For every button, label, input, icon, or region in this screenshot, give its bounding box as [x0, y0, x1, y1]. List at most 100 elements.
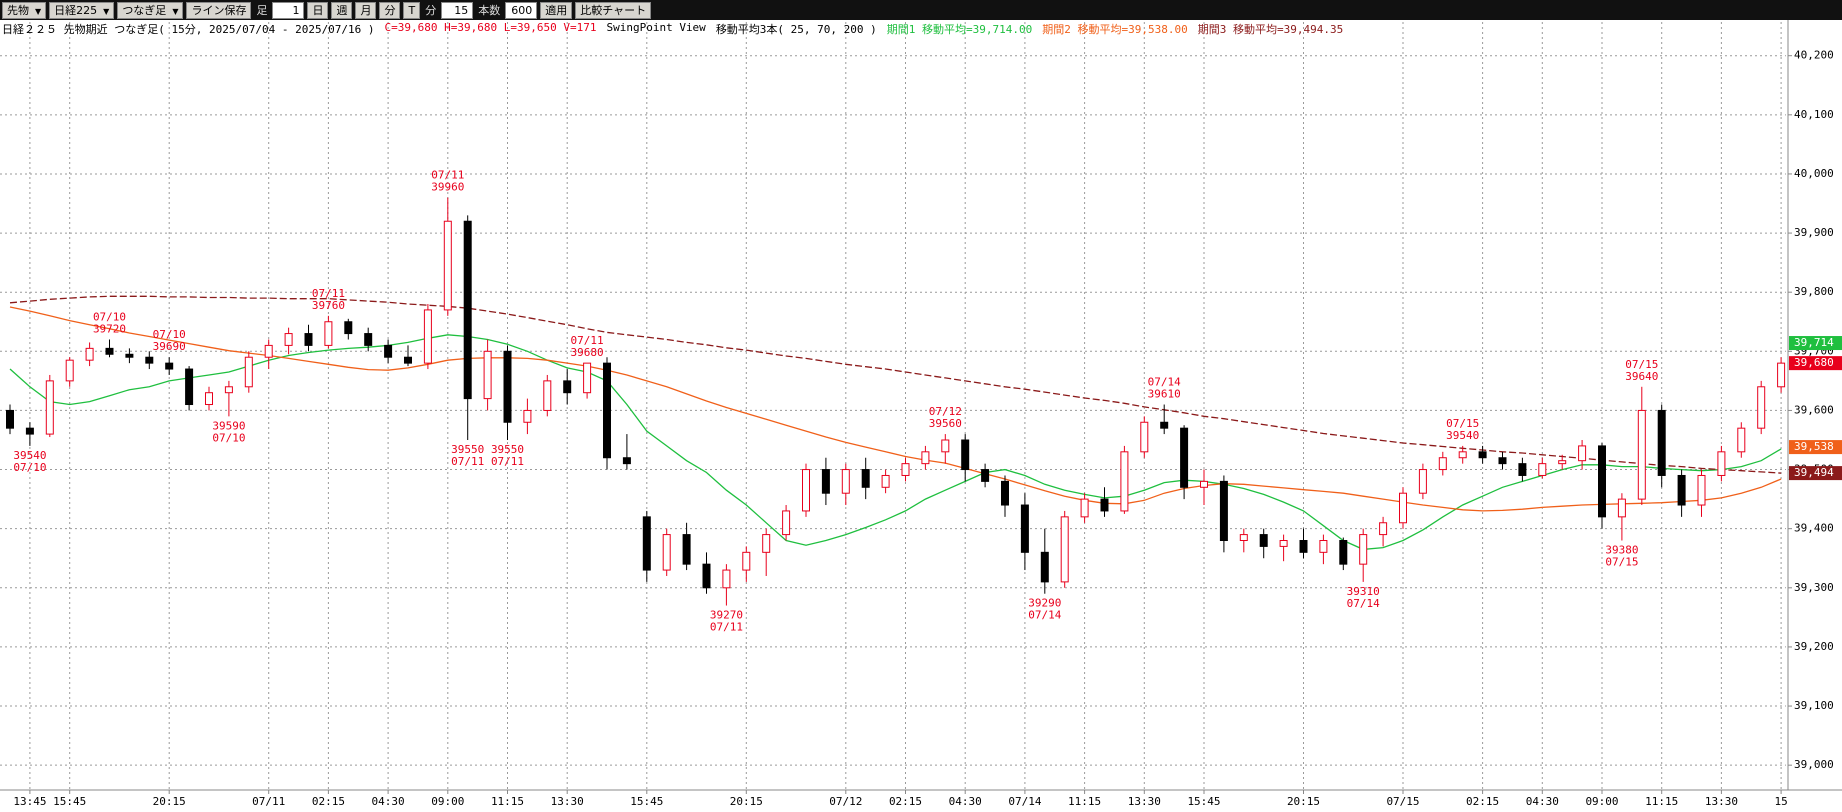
interval-input[interactable]: 15	[441, 1, 474, 19]
x-tick-label: 02:15	[312, 795, 345, 808]
y-tick-label: 40,100	[1794, 108, 1834, 121]
ma-line	[9, 295, 1782, 474]
candle-body	[1020, 504, 1029, 553]
candle-body	[1598, 445, 1606, 518]
candle-body	[782, 510, 791, 536]
chart: 39,00039,10039,20039,30039,40039,50039,6…	[0, 20, 1842, 808]
candle-body	[981, 469, 990, 482]
legend-entry: 期間1 移動平均=39,714.00	[886, 23, 1033, 36]
y-tick-label: 39,100	[1794, 699, 1834, 712]
x-tick-label: 13:30	[1128, 795, 1161, 808]
candle-body	[224, 386, 233, 394]
swing-price: 39560	[929, 417, 962, 430]
candle-body	[6, 409, 14, 429]
candle-body	[1319, 540, 1328, 553]
candle-body	[1200, 480, 1208, 488]
legend-entry: 期間2 移動平均=39,538.00	[1042, 23, 1188, 36]
candle-body	[1677, 474, 1686, 506]
candle-body	[244, 356, 253, 388]
price-marker-label: 39,494	[1794, 466, 1834, 479]
month-button[interactable]: 月	[355, 1, 377, 19]
candle-body	[284, 333, 293, 346]
legend-entry: 期間3 移動平均=39,494.35	[1197, 23, 1344, 36]
candle-body	[423, 309, 432, 364]
swing-price: 39960	[431, 181, 464, 194]
swing-price: 39640	[1625, 370, 1658, 383]
candle-body	[463, 220, 472, 400]
candle-body	[344, 321, 353, 335]
candle-body	[742, 551, 751, 571]
tick-button[interactable]: T	[403, 1, 421, 19]
candle-body	[941, 439, 950, 453]
candle-body	[1418, 469, 1427, 494]
candle-body	[1538, 463, 1547, 476]
candle-body	[881, 474, 890, 488]
x-tick-label: 20:15	[1287, 795, 1320, 808]
candle-body	[1657, 409, 1666, 476]
swing-date: 07/15	[1605, 556, 1638, 569]
y-tick-label: 39,000	[1794, 758, 1834, 771]
swing-price: 39550	[491, 443, 524, 456]
view-name: SwingPoint View	[606, 21, 706, 34]
candle-body	[1060, 516, 1069, 583]
candle-body	[1040, 551, 1049, 583]
x-tick-label: 07/11	[252, 795, 285, 808]
candle-body	[1299, 540, 1308, 553]
day-button[interactable]: 日	[307, 1, 329, 19]
candle-body	[45, 380, 54, 435]
candle-body	[1160, 421, 1169, 429]
candle-body	[384, 344, 393, 358]
index-select[interactable]: 日経225	[49, 1, 115, 19]
y-tick-label: 39,800	[1794, 285, 1834, 298]
candle-body	[642, 516, 651, 571]
candle-body	[682, 534, 691, 565]
candle-body	[1737, 427, 1746, 453]
swing-date: 07/11	[431, 169, 464, 182]
swing-price: 39690	[153, 340, 186, 353]
swing-price: 39290	[1028, 597, 1061, 610]
swing-price: 39590	[212, 419, 245, 432]
ohlcv: C=39,680 H=39,680 L=39,650 V=171	[384, 21, 597, 34]
price-marker	[1789, 356, 1842, 371]
y-tick-label: 40,200	[1794, 49, 1834, 62]
candle-body	[1438, 457, 1447, 471]
x-tick-label: 15:45	[1187, 795, 1220, 808]
bar-input[interactable]: 1	[272, 1, 305, 19]
market-select[interactable]: 先物	[2, 1, 47, 19]
chart-kind-select[interactable]: つなぎ足	[117, 1, 184, 19]
ma-line	[9, 334, 1782, 551]
candle-body	[583, 362, 592, 394]
candle-body	[1637, 409, 1646, 500]
candle-body	[861, 469, 870, 488]
swing-price: 39310	[1347, 585, 1380, 598]
candle-body	[85, 347, 94, 361]
candle-body	[1399, 492, 1407, 524]
minute-button[interactable]: 分	[379, 1, 401, 19]
apply-button[interactable]: 適用	[540, 1, 573, 19]
chart-title: 日経２２５ 先物期近 つなぎ足( 15分, 2025/07/04 - 2025/…	[2, 23, 375, 36]
save-button[interactable]: ライン保存	[186, 1, 252, 19]
candle-body	[145, 356, 154, 364]
x-tick-label: 07/14	[1008, 795, 1041, 808]
week-button[interactable]: 週	[331, 1, 353, 19]
x-tick-label: 13:45	[13, 795, 46, 808]
y-tick-label: 39,300	[1794, 581, 1834, 594]
count-input[interactable]: 600	[505, 1, 538, 19]
candle-body	[483, 350, 492, 400]
swing-date: 07/14	[1148, 376, 1181, 389]
candle-body	[1777, 362, 1786, 388]
y-tick-label: 39,900	[1794, 226, 1834, 239]
candle-body	[165, 362, 174, 370]
swing-date: 07/10	[153, 328, 186, 341]
candle-body	[1558, 460, 1567, 465]
candle-body	[921, 451, 930, 465]
x-tick-label: 04:30	[949, 795, 982, 808]
x-tick-label: 15	[1774, 795, 1787, 808]
swing-price: 39540	[13, 449, 46, 462]
candle-body	[662, 534, 671, 571]
swing-price: 39760	[312, 299, 345, 312]
candle-body	[762, 534, 771, 553]
compare-button[interactable]: 比較チャート	[575, 1, 652, 19]
candle-body	[1578, 445, 1587, 462]
